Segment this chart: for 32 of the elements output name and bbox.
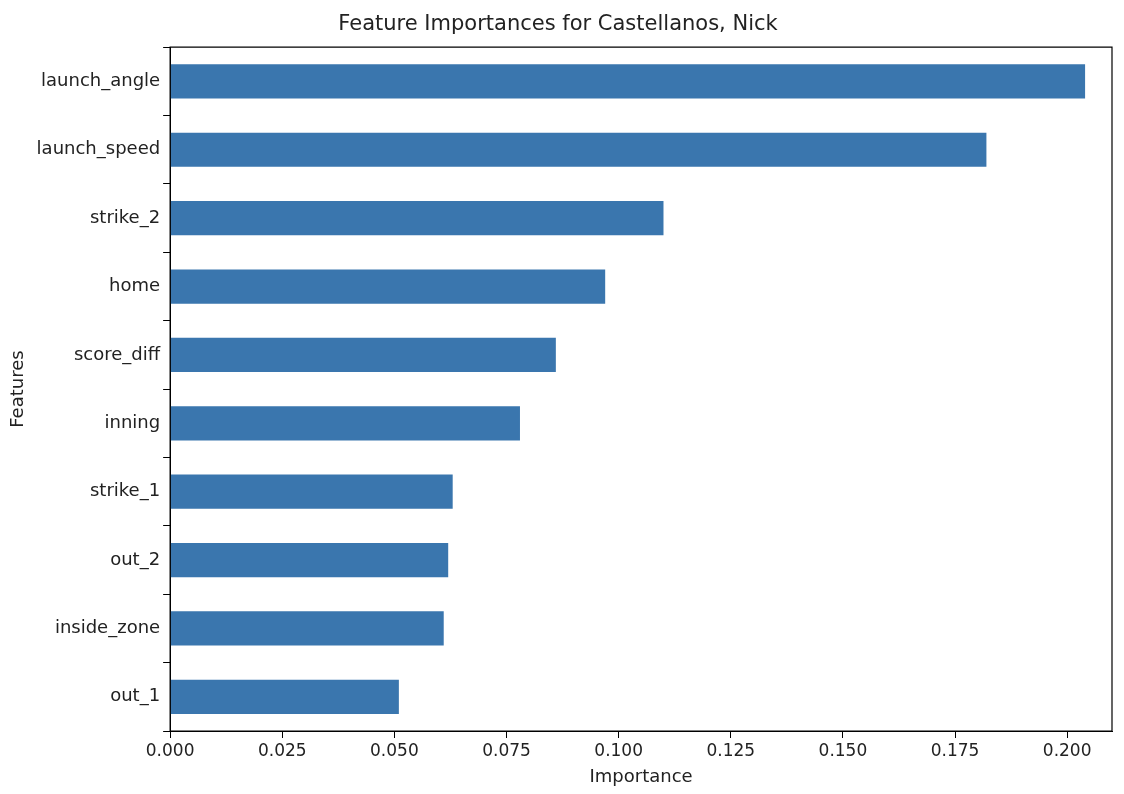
y-tick-label: strike_2 xyxy=(89,205,161,228)
y-axis-title: Features xyxy=(6,350,28,428)
y-tick-label: inside_zone xyxy=(54,616,161,639)
x-tick-label: 0.200 xyxy=(1042,739,1092,760)
x-tick-label: 0.175 xyxy=(930,739,980,760)
bar xyxy=(170,337,556,373)
bar xyxy=(170,406,520,441)
y-tick-label: strike_1 xyxy=(89,479,161,502)
x-tick-label: 0.075 xyxy=(482,739,531,760)
x-tick-label: 0.125 xyxy=(706,739,756,760)
y-tick-label: launch_angle xyxy=(41,69,161,92)
bar xyxy=(170,474,453,509)
bar xyxy=(170,64,1086,99)
bar xyxy=(170,132,987,167)
bar xyxy=(170,679,399,714)
y-tick-label: launch_speed xyxy=(36,137,161,160)
x-axis-title: Importance xyxy=(589,764,693,786)
x-tick-label: 0.025 xyxy=(257,739,307,760)
bar xyxy=(170,269,606,304)
bar xyxy=(170,542,449,578)
bar xyxy=(170,201,664,236)
y-tick-label: out_2 xyxy=(110,547,161,570)
y-tick-label: out_1 xyxy=(110,684,161,707)
chart-title: Feature Importances for Castellanos, Nick xyxy=(338,11,779,36)
x-tick-label: 0.050 xyxy=(370,739,419,760)
x-tick-label: 0.100 xyxy=(594,739,643,760)
y-tick-label: home xyxy=(109,274,161,296)
bar xyxy=(170,611,444,646)
x-tick-label: 0.150 xyxy=(818,739,868,760)
x-tick-label: 0.000 xyxy=(145,739,195,760)
y-tick-label: inning xyxy=(104,410,161,432)
y-tick-label: score_diff xyxy=(73,342,161,365)
